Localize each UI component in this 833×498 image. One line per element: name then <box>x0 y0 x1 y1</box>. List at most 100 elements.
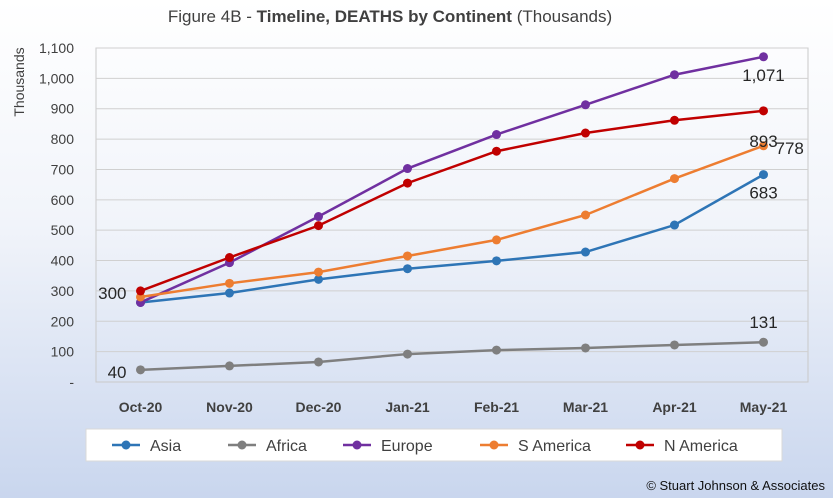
data-label: 683 <box>749 184 777 203</box>
legend-label: Asia <box>150 438 181 455</box>
series-europe <box>136 52 768 307</box>
data-point <box>136 365 145 375</box>
series-line <box>140 173 765 304</box>
legend-item-europe: Europe <box>343 438 433 455</box>
data-point <box>759 337 768 347</box>
data-label: 40 <box>108 363 127 382</box>
series-africa <box>136 337 768 375</box>
data-point <box>759 170 768 180</box>
y-tick-label: - <box>69 374 74 390</box>
data-point <box>492 146 501 156</box>
data-point <box>314 274 323 284</box>
y-tick-label: 900 <box>51 101 75 117</box>
legend-item-africa: Africa <box>228 438 307 455</box>
legend-marker <box>352 440 362 450</box>
series-layer <box>136 52 768 375</box>
y-tick-label: 500 <box>51 222 75 238</box>
legend-label: N America <box>664 438 738 455</box>
data-label: 1,071 <box>742 66 785 85</box>
data-point <box>492 256 501 266</box>
series-line <box>140 144 764 299</box>
data-point <box>492 235 501 245</box>
data-point <box>581 210 590 220</box>
legend-label: Africa <box>266 438 307 455</box>
y-tick-label: 300 <box>51 283 75 299</box>
series-line <box>139 55 764 304</box>
data-point <box>314 357 323 367</box>
data-point <box>403 164 412 174</box>
data-point <box>492 130 501 140</box>
y-tick-label: 400 <box>51 253 75 269</box>
legend-marker <box>121 440 131 450</box>
x-axis-ticks: Oct-20 Nov-20 Dec-20 Jan-21 Feb-21 Mar-21 Apr-… <box>119 399 788 415</box>
data-point <box>759 106 768 116</box>
data-label: 131 <box>749 313 777 332</box>
y-tick-label: 600 <box>51 192 75 208</box>
data-point <box>225 253 234 263</box>
legend-items: Asia Africa Europe S America N America <box>112 438 738 455</box>
gridlines <box>96 47 808 353</box>
data-point <box>581 128 590 138</box>
series-s-america <box>136 141 768 302</box>
x-tick-label: Oct-20 <box>119 399 163 415</box>
data-point <box>225 361 234 371</box>
y-tick-label: 100 <box>51 344 75 360</box>
chart-title-suffix: (Thousands) <box>512 7 612 26</box>
data-label: 300 <box>98 284 126 303</box>
chart-title: Figure 4B - Timeline, DEATHS by Continen… <box>168 7 612 26</box>
data-point <box>670 340 679 350</box>
data-label: 778 <box>776 139 804 158</box>
y-tick-label: 1,100 <box>39 40 74 56</box>
data-point <box>670 220 679 230</box>
chart-title-prefix: Figure 4B - <box>168 7 257 26</box>
series-line <box>140 340 764 372</box>
data-point <box>759 52 768 62</box>
data-point <box>403 178 412 188</box>
data-point <box>225 288 234 298</box>
data-point <box>670 115 679 125</box>
y-axis-ticks: - 100 200 300 400 500 600 700 800 900 1,000 1,100 <box>39 40 74 390</box>
y-tick-label: 200 <box>51 313 75 329</box>
legend-marker <box>489 440 499 450</box>
data-point <box>225 278 234 288</box>
series-n-america <box>136 106 768 296</box>
data-point <box>670 70 679 80</box>
legend-item-asia: Asia <box>112 438 181 455</box>
x-tick-label: Apr-21 <box>652 399 697 415</box>
data-label: 893 <box>749 132 777 151</box>
legend-label: S America <box>518 438 591 455</box>
legend-item-s-america: S America <box>480 438 591 455</box>
credit-text: © Stuart Johnson & Associates <box>646 478 825 493</box>
data-point <box>136 286 145 296</box>
legend-label: Europe <box>381 438 433 455</box>
chart-title-main: Timeline, DEATHS by Continent <box>257 7 513 26</box>
data-point <box>314 267 323 277</box>
legend <box>85 428 783 462</box>
legend-item-n-america: N America <box>626 438 738 455</box>
series-line <box>140 109 764 293</box>
y-tick-label: 1,000 <box>39 70 74 86</box>
x-tick-label: Mar-21 <box>563 399 608 415</box>
plot-area <box>95 47 809 383</box>
legend-marker <box>237 440 247 450</box>
data-point <box>581 247 590 257</box>
data-point <box>670 174 679 184</box>
data-point <box>403 251 412 261</box>
data-point <box>314 212 323 222</box>
x-tick-label: Nov-20 <box>206 399 253 415</box>
data-point <box>403 349 412 359</box>
legend-marker <box>635 440 645 450</box>
data-point <box>759 141 768 151</box>
data-point <box>581 343 590 353</box>
data-point <box>314 221 323 231</box>
y-axis-label: Thousands <box>11 47 27 116</box>
x-tick-label: Feb-21 <box>474 399 519 415</box>
x-tick-label: May-21 <box>740 399 788 415</box>
x-tick-label: Jan-21 <box>385 399 430 415</box>
data-point <box>581 100 590 110</box>
y-tick-label: 800 <box>51 131 75 147</box>
data-point <box>492 345 501 355</box>
y-tick-label: 700 <box>51 161 75 177</box>
